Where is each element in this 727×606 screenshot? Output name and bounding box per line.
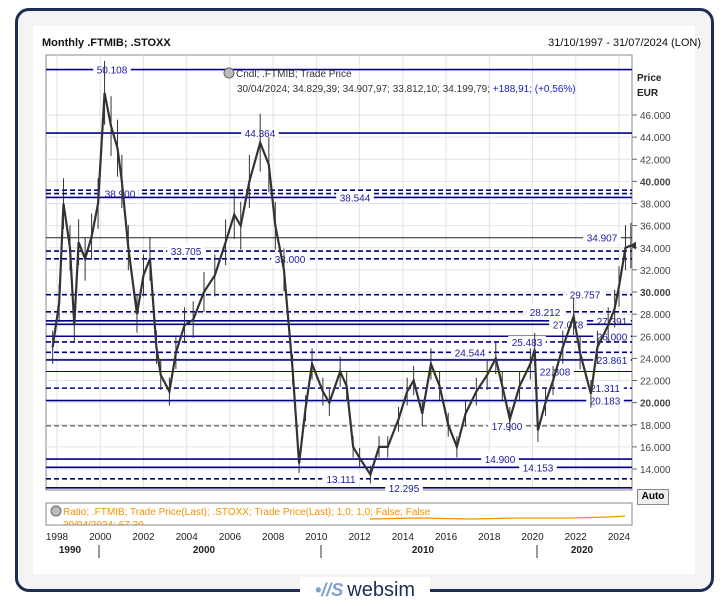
level-label-bg bbox=[586, 394, 624, 406]
x-tick-label: 2018 bbox=[478, 532, 501, 543]
level-label: 38.544 bbox=[340, 193, 371, 204]
logo-mark-icon: •//S bbox=[314, 579, 344, 600]
y-tick-label: 28.000 bbox=[640, 310, 671, 321]
x-tick-label: 2022 bbox=[565, 532, 588, 543]
level-label-bg bbox=[101, 187, 139, 199]
y-tick-label: 14.000 bbox=[640, 465, 671, 476]
decade-label: 2020 bbox=[571, 545, 594, 556]
y-tick-label: 46.000 bbox=[640, 111, 671, 122]
level-label: 33.705 bbox=[171, 247, 202, 258]
level-label-bg bbox=[593, 314, 631, 326]
level-label-bg bbox=[583, 231, 621, 243]
x-tick-label: 2024 bbox=[608, 532, 631, 543]
decade-label: 2010 bbox=[412, 545, 435, 556]
level-label: 27.391 bbox=[597, 317, 628, 328]
y-tick-label: 36.000 bbox=[640, 222, 671, 233]
logo-text: websim bbox=[347, 578, 416, 601]
y-tick-label: 40.000 bbox=[640, 177, 671, 188]
level-label-bg bbox=[322, 472, 360, 484]
level-label-bg bbox=[593, 353, 631, 365]
indicator-label: Ratio; .FTMIB; Trade Price(Last); .STOXX… bbox=[63, 507, 431, 518]
level-label-bg bbox=[93, 63, 131, 75]
x-tick-label: 2016 bbox=[435, 532, 458, 543]
x-tick-label: 2000 bbox=[89, 532, 112, 543]
x-tick-label: 2014 bbox=[392, 532, 415, 543]
y-tick-label: 16.000 bbox=[640, 443, 671, 454]
legend-ohlc: 30/04/2024; 34.829,39; 34.907,97; 33.812… bbox=[237, 84, 493, 95]
level-label: 17.900 bbox=[492, 422, 523, 433]
x-tick-label: 2006 bbox=[219, 532, 242, 543]
level-label-bg bbox=[566, 288, 604, 300]
y-tick-label: 38.000 bbox=[640, 200, 671, 211]
y-axis-label: Price bbox=[637, 73, 662, 84]
level-label-bg bbox=[167, 245, 205, 257]
level-label: 12.295 bbox=[389, 484, 420, 495]
level-label: 34.907 bbox=[587, 234, 618, 245]
ratio-line bbox=[369, 515, 626, 520]
level-label-bg bbox=[586, 382, 624, 394]
x-tick-label: 2002 bbox=[132, 532, 155, 543]
last-price-marker bbox=[630, 241, 636, 250]
x-tick-label: 1998 bbox=[46, 532, 69, 543]
date-range: 31/10/1997 - 31/07/2024 (LON) bbox=[548, 37, 701, 49]
level-label-bg bbox=[451, 346, 489, 358]
level-label: 27.078 bbox=[553, 320, 584, 331]
x-tick-label: 2004 bbox=[176, 532, 199, 543]
websim-logo: •//S websim bbox=[300, 577, 430, 603]
level-label: 24.544 bbox=[455, 348, 486, 359]
level-label-bg bbox=[519, 461, 557, 473]
level-label: 25.483 bbox=[512, 338, 543, 349]
chart-title: Monthly .FTMIB; .STOXX bbox=[42, 37, 171, 49]
y-tick-label: 26.000 bbox=[640, 332, 671, 343]
y-tick-label: 42.000 bbox=[640, 155, 671, 166]
level-label: 29.757 bbox=[570, 291, 601, 302]
y-tick-label: 32.000 bbox=[640, 266, 671, 277]
level-label: 14.153 bbox=[523, 463, 554, 474]
x-tick-label: 2008 bbox=[262, 532, 285, 543]
price-series-line bbox=[51, 92, 632, 478]
level-label: 13.111 bbox=[326, 475, 356, 486]
y-tick-label: 22.000 bbox=[640, 377, 671, 388]
y-tick-label: 18.000 bbox=[640, 421, 671, 432]
level-label: 20.183 bbox=[590, 397, 621, 408]
clock-icon bbox=[50, 505, 62, 517]
decade-label: 1990 bbox=[59, 545, 82, 556]
level-label-bg bbox=[271, 252, 309, 264]
level-label-bg bbox=[481, 453, 519, 465]
level-label: 28.212 bbox=[530, 308, 561, 319]
clock-icon bbox=[223, 67, 235, 79]
legend-series-name: Cndl; .FTMIB; Trade Price bbox=[236, 69, 352, 80]
level-label: 14.900 bbox=[485, 455, 516, 466]
auto-scale-button[interactable]: Auto bbox=[637, 489, 669, 505]
legend-readout: 30/04/2024; 34.829,39; 34.907,97; 33.812… bbox=[237, 84, 576, 95]
level-label: 38.900 bbox=[105, 190, 136, 201]
level-label-bg bbox=[508, 335, 546, 347]
indicator-panel bbox=[45, 502, 633, 526]
y-tick-label: 20.000 bbox=[640, 399, 671, 410]
decade-label: 2000 bbox=[193, 545, 216, 556]
level-label-bg bbox=[549, 318, 587, 330]
level-label: 33.000 bbox=[275, 255, 306, 266]
y-tick-label: 44.000 bbox=[640, 133, 671, 144]
x-tick-label: 2012 bbox=[348, 532, 371, 543]
level-label-bg bbox=[526, 305, 564, 317]
level-label-bg bbox=[488, 419, 526, 431]
x-tick-label: 2020 bbox=[521, 532, 544, 543]
level-label-bg bbox=[385, 481, 423, 493]
level-label-bg bbox=[593, 330, 631, 342]
x-tick-label: 2010 bbox=[305, 532, 328, 543]
legend-change: +188,91; (+0,56%) bbox=[493, 84, 576, 95]
level-label: 50.108 bbox=[97, 66, 128, 77]
y-tick-label: 24.000 bbox=[640, 354, 671, 365]
level-label-bg bbox=[336, 191, 374, 203]
y-axis-unit: EUR bbox=[637, 88, 659, 99]
level-label: 23.861 bbox=[597, 356, 628, 367]
y-tick-label: 30.000 bbox=[640, 288, 671, 299]
indicator-value: 30/04/2024; 67,30 bbox=[63, 520, 144, 531]
level-label: 21.311 bbox=[590, 384, 620, 395]
level-label: 26.000 bbox=[597, 332, 628, 343]
y-tick-label: 34.000 bbox=[640, 244, 671, 255]
